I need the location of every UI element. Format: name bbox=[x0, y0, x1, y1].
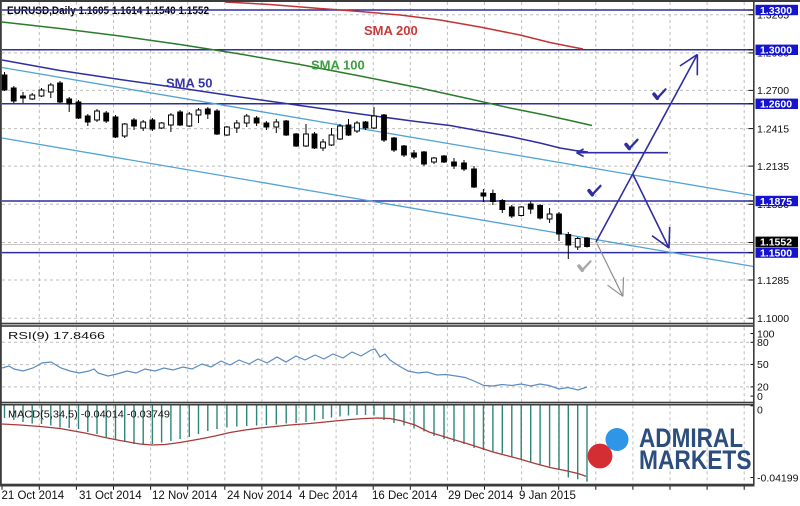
svg-text:1.1875: 1.1875 bbox=[760, 196, 792, 208]
svg-text:1.2415: 1.2415 bbox=[757, 123, 789, 135]
svg-text:MACD(5,34,5) -0.04014 -0.03749: MACD(5,34,5) -0.04014 -0.03749 bbox=[8, 409, 170, 421]
svg-text:100: 100 bbox=[757, 328, 775, 340]
svg-text:MARKETS: MARKETS bbox=[639, 445, 752, 475]
svg-text:1.2600: 1.2600 bbox=[760, 99, 792, 111]
svg-text:RSI(9) 17.8466: RSI(9) 17.8466 bbox=[8, 330, 105, 342]
svg-text:1.1500: 1.1500 bbox=[760, 247, 792, 259]
svg-text:24 Nov 2014: 24 Nov 2014 bbox=[227, 490, 293, 502]
svg-text:0: 0 bbox=[757, 391, 763, 403]
svg-text:1.1552: 1.1552 bbox=[760, 236, 792, 248]
svg-text:-0.04199: -0.04199 bbox=[757, 472, 799, 484]
svg-text:SMA 50: SMA 50 bbox=[166, 76, 212, 91]
svg-text:ADMIRAL: ADMIRAL bbox=[639, 423, 743, 453]
svg-text:1.1000: 1.1000 bbox=[757, 313, 789, 325]
svg-text:1.2700: 1.2700 bbox=[757, 85, 789, 97]
svg-text:50: 50 bbox=[757, 359, 769, 371]
svg-text:1.3300: 1.3300 bbox=[760, 5, 792, 17]
svg-text:9 Jan 2015: 9 Jan 2015 bbox=[519, 490, 576, 502]
svg-text:16 Dec 2014: 16 Dec 2014 bbox=[372, 490, 438, 502]
svg-text:31 Oct 2014: 31 Oct 2014 bbox=[79, 490, 142, 502]
svg-text:80: 80 bbox=[757, 337, 769, 349]
svg-text:1.2135: 1.2135 bbox=[757, 161, 789, 173]
svg-text:0: 0 bbox=[757, 404, 763, 416]
svg-text:SMA 200: SMA 200 bbox=[364, 23, 418, 38]
svg-text:21 Oct 2014: 21 Oct 2014 bbox=[2, 490, 65, 502]
svg-text:29 Dec 2014: 29 Dec 2014 bbox=[448, 490, 514, 502]
svg-text:12 Nov 2014: 12 Nov 2014 bbox=[152, 490, 218, 502]
svg-text:20: 20 bbox=[757, 382, 769, 394]
svg-text:EURUSD,Daily 1.1605 1.1614 1.: EURUSD,Daily 1.1605 1.1614 1.1540 1.1552 bbox=[7, 5, 209, 17]
svg-text:SMA 100: SMA 100 bbox=[311, 58, 365, 73]
svg-text:1.1285: 1.1285 bbox=[757, 275, 789, 287]
svg-text:1.3000: 1.3000 bbox=[760, 45, 792, 57]
svg-text:4 Dec 2014: 4 Dec 2014 bbox=[299, 490, 358, 502]
